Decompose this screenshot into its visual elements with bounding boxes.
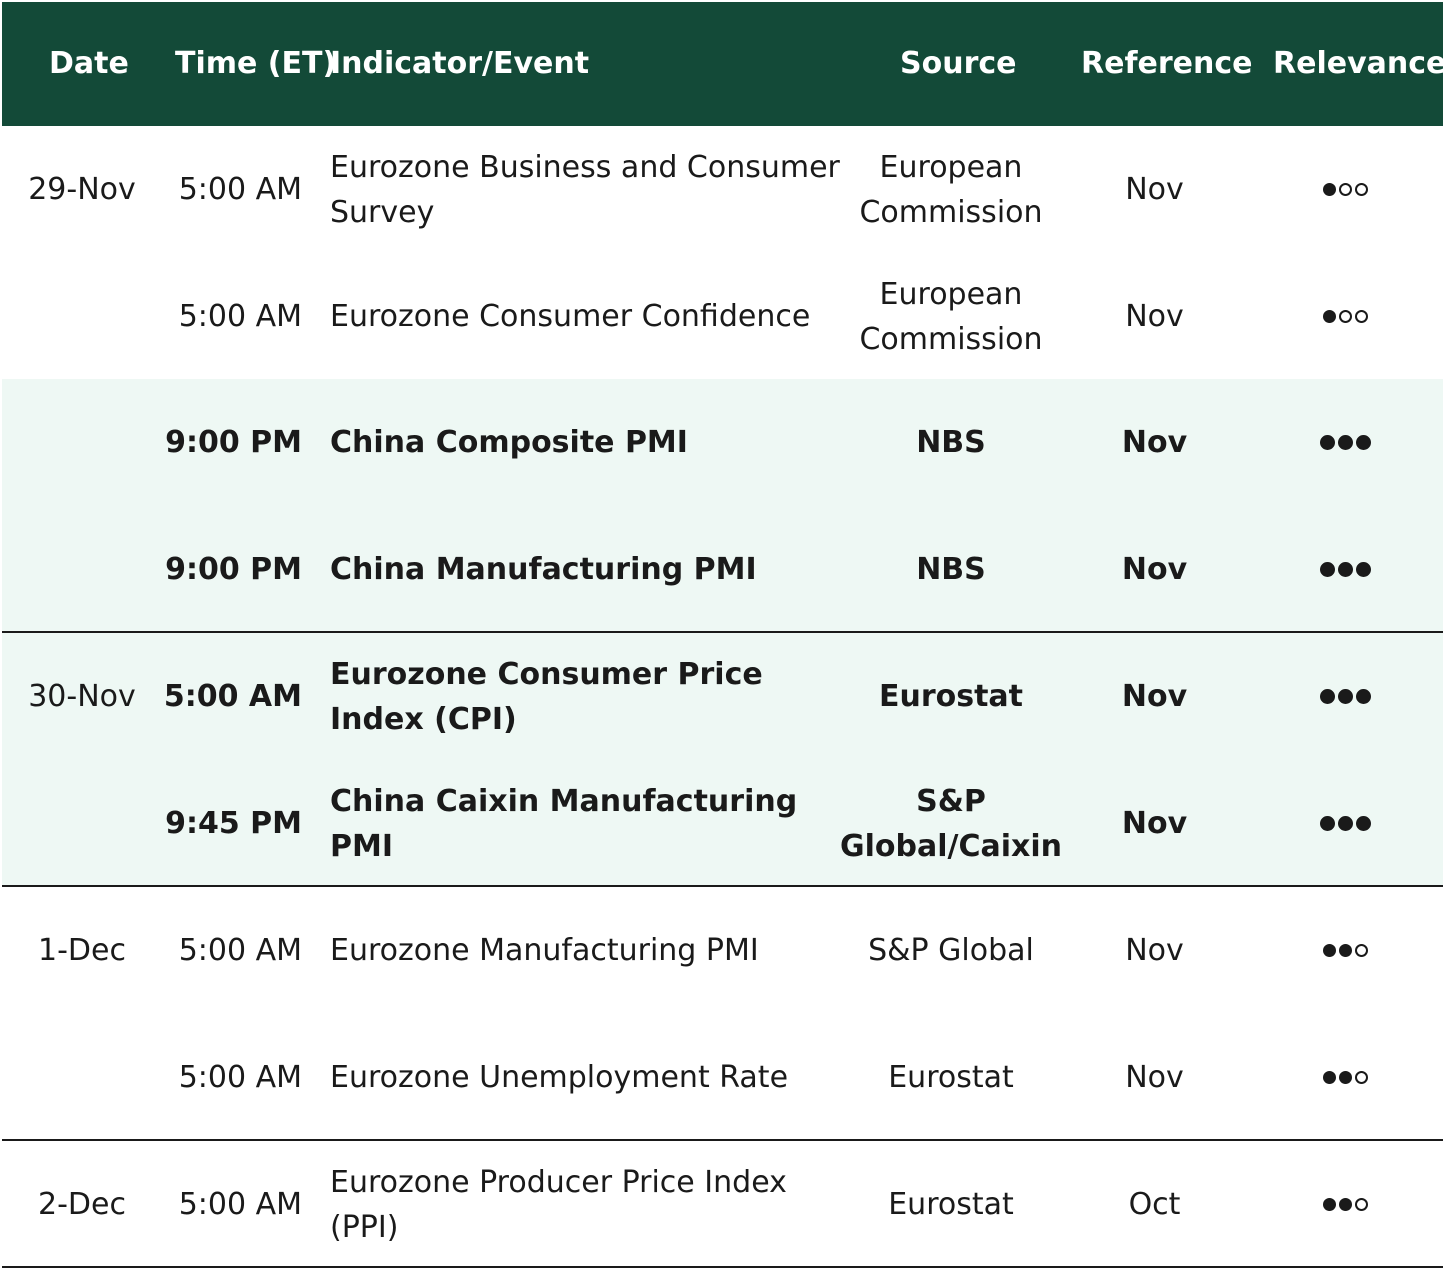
time-cell: 5:00 AM [163, 679, 302, 714]
table-row: 9:00 PM China Composite PMI NBS Nov [2, 379, 1443, 506]
header-relevance: Relevance [1273, 46, 1445, 81]
indicator-cell: China Manufacturing PMI [330, 552, 757, 587]
filled-dot-icon [1319, 816, 1335, 831]
date-cell [2, 379, 162, 506]
reference-cell: Nov [1121, 679, 1188, 714]
header-time: Time (ET) [175, 46, 337, 81]
source-cell: NBS [916, 425, 986, 460]
empty-dot-icon [1354, 1071, 1368, 1084]
reference-cell: Nov [1125, 172, 1184, 207]
reference-cell: Oct [1128, 1187, 1181, 1222]
empty-dot-icon [1338, 183, 1352, 196]
header-source: Source [900, 46, 1017, 81]
relevance-rating [1247, 126, 1443, 253]
filled-dot-icon [1319, 435, 1335, 450]
filled-dot-icon [1338, 944, 1352, 957]
table-row: 9:45 PM China Caixin Manufacturing PMI S… [2, 760, 1443, 887]
date-cell: 1-Dec [38, 933, 126, 968]
source-cell: NBS [916, 552, 986, 587]
source-cell: Eurostat [888, 1060, 1014, 1095]
relevance-rating [1247, 887, 1443, 1014]
indicator-cell: Eurozone Consumer Price Index (CPI) [330, 656, 763, 737]
relevance-rating [1247, 506, 1443, 633]
reference-cell: Nov [1125, 1060, 1184, 1095]
date-cell [2, 506, 162, 633]
filled-dot-icon [1355, 562, 1371, 577]
relevance-rating [1247, 760, 1443, 887]
empty-dot-icon [1338, 310, 1352, 323]
reference-cell: Nov [1121, 552, 1188, 587]
time-cell: 5:00 AM [178, 933, 302, 968]
filled-dot-icon [1322, 183, 1336, 196]
relevance-rating [1247, 1014, 1443, 1141]
indicator-cell: China Caixin Manufacturing PMI [330, 783, 798, 864]
date-cell [2, 253, 162, 380]
reference-cell: Nov [1121, 806, 1188, 841]
indicator-cell: Eurozone Unemployment Rate [330, 1060, 789, 1095]
filled-dot-icon [1322, 310, 1336, 323]
source-cell: European Commission [859, 276, 1043, 357]
relevance-rating [1247, 1141, 1443, 1268]
source-cell: S&P Global [868, 933, 1034, 968]
filled-dot-icon [1319, 562, 1335, 577]
indicator-cell: Eurozone Producer Price Index (PPI) [330, 1164, 787, 1245]
table-row: 30-Nov 5:00 AM Eurozone Consumer Price I… [2, 633, 1443, 760]
filled-dot-icon [1355, 689, 1371, 704]
filled-dot-icon [1322, 1071, 1336, 1084]
filled-dot-icon [1337, 562, 1353, 577]
relevance-rating [1247, 379, 1443, 506]
time-cell: 5:00 AM [178, 299, 302, 334]
empty-dot-icon [1354, 1198, 1368, 1211]
source-cell: Eurostat [888, 1187, 1014, 1222]
source-cell: European Commission [859, 149, 1043, 230]
date-cell: 30-Nov [28, 679, 136, 714]
filled-dot-icon [1338, 1071, 1352, 1084]
filled-dot-icon [1337, 435, 1353, 450]
table-row: 9:00 PM China Manufacturing PMI NBS Nov [2, 506, 1443, 633]
table-row: 5:00 AM Eurozone Unemployment Rate Euros… [2, 1014, 1443, 1141]
filled-dot-icon [1338, 1198, 1352, 1211]
time-cell: 5:00 AM [178, 1060, 302, 1095]
date-cell: 2-Dec [38, 1187, 126, 1222]
table-row: 1-Dec 5:00 AM Eurozone Manufacturing PMI… [2, 887, 1443, 1014]
time-cell: 5:00 AM [178, 172, 302, 207]
date-cell [2, 1014, 162, 1141]
empty-dot-icon [1354, 310, 1368, 323]
indicator-cell: Eurozone Business and Consumer Survey [330, 149, 840, 230]
filled-dot-icon [1355, 816, 1371, 831]
relevance-rating [1247, 253, 1443, 380]
table-row: 5:00 AM Eurozone Consumer Confidence Eur… [2, 253, 1443, 379]
empty-dot-icon [1354, 183, 1368, 196]
header-reference: Reference [1081, 46, 1253, 81]
table-row: 29-Nov 5:00 AM Eurozone Business and Con… [2, 126, 1443, 253]
header-indicator: Indicator/Event [330, 46, 590, 81]
relevance-rating [1247, 633, 1443, 760]
time-cell: 9:00 PM [165, 552, 302, 587]
table-header: Date Time (ET) Indicator/Event Source Re… [2, 2, 1445, 126]
time-cell: 9:45 PM [165, 806, 302, 841]
filled-dot-icon [1319, 689, 1335, 704]
date-cell: 29-Nov [28, 172, 136, 207]
date-cell [2, 760, 162, 887]
source-cell: S&P Global/Caixin [840, 783, 1063, 864]
table-row: 2-Dec 5:00 AM Eurozone Producer Price In… [2, 1141, 1443, 1268]
filled-dot-icon [1322, 944, 1336, 957]
header-date: Date [49, 46, 129, 81]
time-cell: 9:00 PM [165, 425, 302, 460]
indicator-cell: Eurozone Manufacturing PMI [330, 933, 759, 968]
source-cell: Eurostat [878, 679, 1024, 714]
filled-dot-icon [1337, 816, 1353, 831]
indicator-cell: China Composite PMI [330, 425, 688, 460]
filled-dot-icon [1355, 435, 1371, 450]
filled-dot-icon [1337, 689, 1353, 704]
reference-cell: Nov [1125, 933, 1184, 968]
reference-cell: Nov [1121, 425, 1188, 460]
reference-cell: Nov [1125, 299, 1184, 334]
filled-dot-icon [1322, 1198, 1336, 1211]
empty-dot-icon [1354, 944, 1368, 957]
indicator-cell: Eurozone Consumer Confidence [330, 299, 811, 334]
time-cell: 5:00 AM [178, 1187, 302, 1222]
